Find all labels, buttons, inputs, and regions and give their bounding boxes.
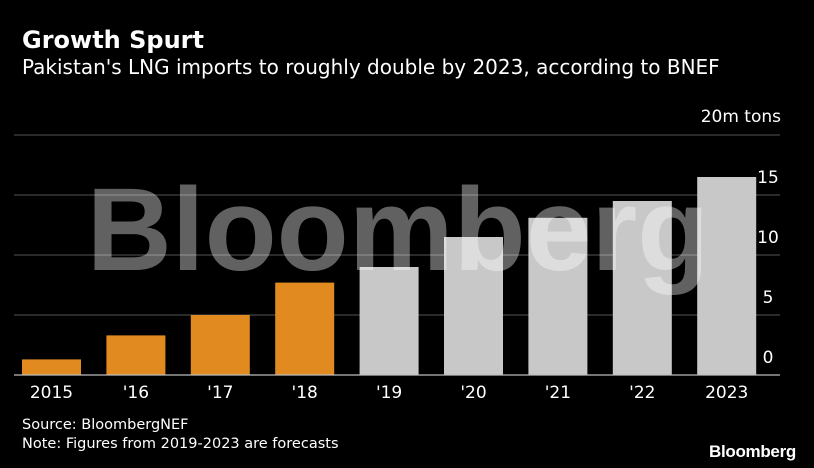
forecast-note: Note: Figures from 2019-2023 are forecas…	[22, 436, 339, 452]
x-tick-label: 2023	[705, 383, 748, 403]
x-tick-label: '18	[292, 383, 318, 403]
bar-forecast	[697, 177, 757, 375]
y-tick-label: 10	[757, 228, 779, 248]
source-note: Source: BloombergNEF	[22, 417, 189, 433]
bar-actual	[190, 315, 250, 375]
x-tick-label: 2015	[30, 383, 73, 403]
bloomberg-logo: Bloomberg	[708, 442, 796, 461]
bars	[22, 177, 757, 375]
y-tick-label: 5	[763, 288, 774, 308]
bar-actual	[275, 282, 335, 375]
watermark-text: Bloomberg	[87, 164, 710, 296]
bar-forecast	[359, 267, 419, 375]
bar-forecast	[612, 201, 672, 375]
bar-forecast	[528, 217, 588, 375]
x-tick-label: '21	[545, 383, 571, 403]
unit-label: 20m tons	[701, 107, 781, 127]
y-tick-label: 0	[763, 348, 774, 368]
y-axis-labels: 0 5 10 15	[757, 168, 779, 368]
chart-subtitle: Pakistan's LNG imports to roughly double…	[22, 55, 720, 79]
x-tick-label: '20	[460, 383, 486, 403]
chart-title: Growth Spurt	[22, 26, 204, 54]
x-tick-label: '17	[207, 383, 233, 403]
y-tick-label: 15	[757, 168, 779, 188]
bar-chart: Bloomberg 0 5 10 15 2015 '16 '17 '18 '19 '20 '21 '…	[14, 107, 781, 403]
bar-actual	[106, 335, 166, 375]
x-axis-labels: 2015 '16 '17 '18 '19 '20 '21 '22 2023	[30, 383, 748, 403]
x-tick-label: '19	[376, 383, 402, 403]
x-tick-label: '22	[629, 383, 655, 403]
x-tick-label: '16	[123, 383, 149, 403]
bar-actual	[22, 359, 81, 375]
bar-forecast	[444, 237, 503, 375]
